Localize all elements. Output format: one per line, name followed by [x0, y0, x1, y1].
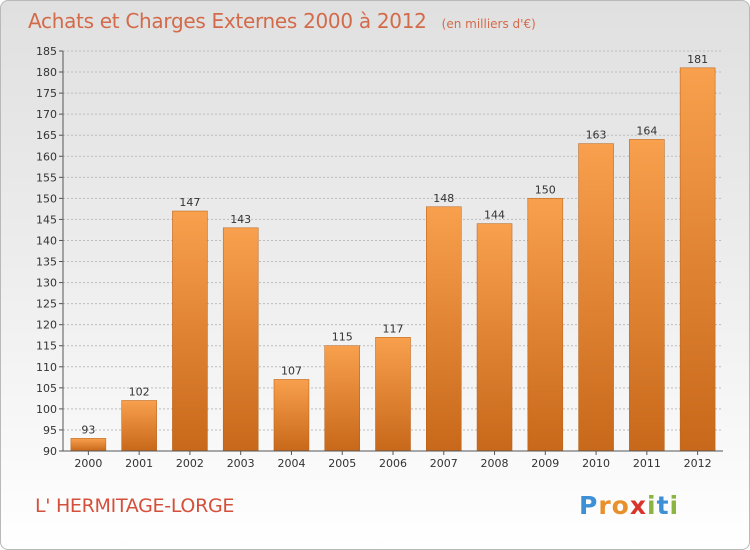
data-label-2007: 148	[433, 192, 454, 205]
x-tick-label-2012: 2012	[684, 457, 712, 470]
bar-2007	[426, 206, 462, 452]
data-label-2004: 107	[281, 364, 302, 377]
bar-2002	[172, 210, 208, 452]
y-tick-label: 175	[36, 87, 57, 100]
chart-title: Achats et Charges Externes 2000 à 2012	[28, 9, 427, 33]
data-label-2006: 117	[383, 322, 404, 335]
logo-letter: x	[629, 491, 647, 520]
x-tick-label-2005: 2005	[328, 457, 356, 470]
bar-2000	[70, 438, 107, 452]
y-tick-label: 125	[36, 298, 57, 311]
y-tick-label: 95	[43, 424, 57, 437]
chart-header: Achats et Charges Externes 2000 à 2012 (…	[28, 9, 536, 33]
data-label-2003: 143	[230, 213, 251, 226]
data-label-2008: 144	[484, 209, 505, 222]
y-tick-label: 100	[36, 403, 57, 416]
logo-letter: i	[669, 491, 680, 520]
y-tick-label: 135	[36, 256, 57, 269]
y-tick-label: 140	[36, 234, 57, 247]
tick-labels: 90 95 100 105 110 115 120 125 130 135 140 145 150 155…	[36, 45, 712, 470]
bars	[70, 67, 716, 452]
y-tick-label: 155	[36, 171, 57, 184]
x-tick-label-2002: 2002	[176, 457, 204, 470]
y-tick-label: 90	[43, 445, 57, 458]
data-label-2001: 102	[129, 385, 150, 398]
data-label-2011: 164	[636, 124, 657, 137]
data-label-2000: 93	[81, 423, 95, 436]
logo-letter: t	[656, 491, 670, 520]
bar-2010	[578, 143, 614, 452]
y-tick-label: 105	[36, 382, 57, 395]
x-tick-label-2003: 2003	[227, 457, 255, 470]
bar-2003	[222, 227, 259, 452]
x-tick-label-2000: 2000	[74, 457, 102, 470]
logo-letter: r	[598, 491, 612, 520]
town-name: L' HERMITAGE-LORGE	[35, 495, 235, 517]
y-tick-label: 160	[36, 150, 57, 163]
bar-2008	[476, 223, 513, 452]
bar-2005	[324, 345, 360, 452]
y-tick-label: 185	[36, 45, 57, 58]
x-tick-label-2009: 2009	[531, 457, 559, 470]
data-label-2010: 163	[586, 129, 607, 142]
x-tick-label-2004: 2004	[277, 457, 305, 470]
logo-letter: P	[579, 491, 599, 520]
data-label-2002: 147	[179, 196, 200, 209]
bar-2004	[273, 379, 310, 452]
x-tick-label-2010: 2010	[582, 457, 610, 470]
bar-2011	[629, 139, 665, 452]
chart-subtitle: (en milliers d'€)	[441, 17, 536, 31]
bar-2001	[121, 400, 157, 452]
y-tick-label: 145	[36, 213, 57, 226]
data-label-2009: 150	[535, 183, 556, 196]
x-tick-label-2008: 2008	[481, 457, 509, 470]
y-tick-label: 115	[36, 340, 57, 353]
y-tick-label: 120	[36, 319, 57, 332]
y-tick-label: 150	[36, 192, 57, 205]
data-label-2012: 181	[687, 53, 708, 66]
x-tick-label-2001: 2001	[125, 457, 153, 470]
y-tick-label: 130	[36, 277, 57, 290]
proxiti-logo[interactable]: Proxiti	[579, 491, 679, 520]
x-tick-label-2011: 2011	[633, 457, 661, 470]
y-tick-label: 170	[36, 108, 57, 121]
bar-2009	[527, 198, 564, 452]
x-tick-label-2006: 2006	[379, 457, 407, 470]
logo-letter: o	[611, 491, 630, 520]
data-labels: 93 102 147 143 107 115 117 148 144 150 163 164 181	[81, 53, 708, 437]
logo-letter: i	[647, 491, 657, 520]
data-label-2005: 115	[332, 331, 353, 344]
axes	[59, 50, 723, 455]
bar-2012	[679, 67, 716, 452]
y-tick-label: 165	[36, 129, 57, 142]
x-tick-label-2007: 2007	[430, 457, 458, 470]
bar-2006	[375, 337, 411, 452]
y-tick-label: 110	[36, 361, 57, 374]
y-tick-label: 180	[36, 66, 57, 79]
